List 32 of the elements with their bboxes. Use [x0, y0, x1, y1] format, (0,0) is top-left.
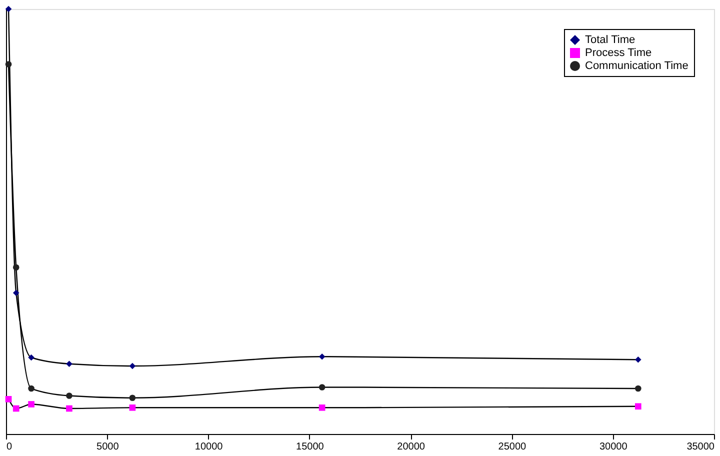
point	[129, 362, 136, 370]
x-tick-label: 5000	[96, 442, 120, 452]
point	[5, 61, 12, 68]
point	[129, 404, 136, 411]
point	[634, 356, 642, 363]
point	[5, 6, 12, 12]
point	[12, 290, 20, 296]
point	[66, 392, 72, 399]
point	[28, 354, 34, 361]
point	[28, 401, 34, 408]
legend-label: Communication Time	[585, 60, 688, 72]
x-tick-label: 10000	[194, 442, 224, 452]
point	[318, 384, 326, 390]
legend-label: Process Time	[585, 47, 652, 59]
point	[5, 396, 12, 402]
point	[28, 385, 34, 392]
x-tick-label: 35000	[686, 442, 715, 452]
x-tick-label: 0	[6, 442, 12, 452]
point	[129, 394, 136, 402]
point	[318, 404, 326, 411]
point	[12, 264, 20, 271]
point	[634, 403, 642, 410]
x-tick-label: 15000	[296, 442, 324, 452]
point	[66, 405, 72, 412]
point	[634, 385, 642, 392]
x-tick-label: 20000	[397, 442, 426, 452]
x-tick-label: 25000	[498, 442, 527, 452]
point	[12, 405, 20, 412]
point	[66, 360, 72, 368]
legend-label: Total Time	[585, 34, 636, 46]
x-tick-label: 30000	[599, 442, 628, 452]
point	[318, 353, 326, 360]
